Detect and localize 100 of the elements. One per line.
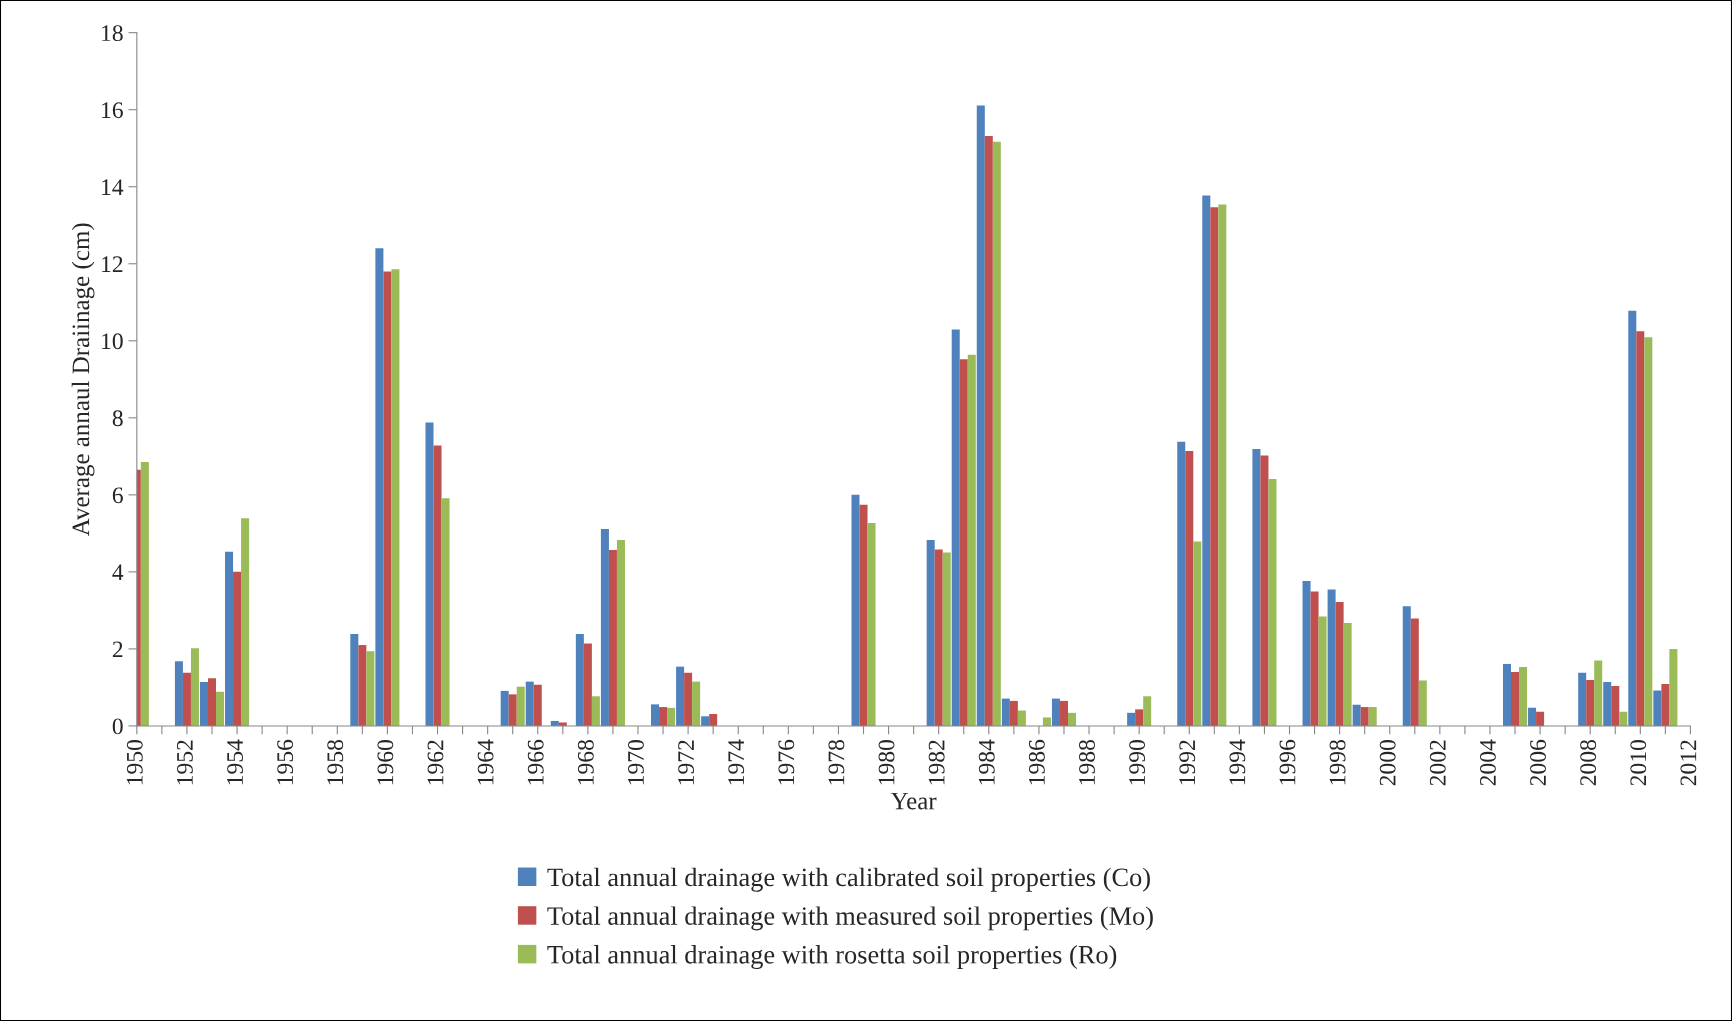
x-tick-label: 2000 xyxy=(1379,740,1396,786)
bar xyxy=(1644,337,1653,726)
bar xyxy=(190,648,199,726)
bar xyxy=(1042,717,1051,726)
bar xyxy=(1368,707,1377,726)
x-tick-label: 1972 xyxy=(678,740,695,785)
bar xyxy=(1418,680,1427,726)
bar xyxy=(926,539,935,726)
bar xyxy=(1218,204,1227,726)
bar xyxy=(1302,581,1311,726)
bar xyxy=(701,716,710,726)
y-tick-label: 6 xyxy=(112,487,123,504)
bar xyxy=(1009,700,1018,726)
bar xyxy=(1001,698,1010,726)
bar xyxy=(1653,690,1662,726)
y-tick-label: 2 xyxy=(112,641,123,658)
bar xyxy=(1352,704,1361,726)
bar xyxy=(1310,591,1319,726)
bar xyxy=(525,681,534,726)
bar xyxy=(1327,589,1336,726)
x-tick-label: 2004 xyxy=(1479,739,1496,786)
bar xyxy=(358,645,367,726)
x-tick-label: 2010 xyxy=(1630,740,1647,786)
x-tick-label: 1974 xyxy=(728,739,745,785)
x-tick-label: 2002 xyxy=(1429,740,1446,786)
bar xyxy=(1628,310,1637,726)
bar xyxy=(1578,672,1587,726)
bar xyxy=(1059,700,1068,726)
bar xyxy=(976,105,985,726)
bar xyxy=(1177,441,1186,726)
bar xyxy=(1619,711,1628,726)
x-tick-label: 1980 xyxy=(878,740,895,785)
x-tick-label: 1952 xyxy=(176,740,193,785)
bar xyxy=(575,633,584,726)
bar xyxy=(1402,606,1411,726)
bar xyxy=(709,713,718,726)
bar xyxy=(1360,707,1369,726)
bar xyxy=(1519,667,1528,726)
bar xyxy=(1210,207,1219,726)
bar xyxy=(391,269,400,726)
bar xyxy=(1260,455,1269,726)
bar xyxy=(433,445,442,726)
bar xyxy=(1335,601,1344,726)
y-tick-label: 8 xyxy=(112,410,123,427)
x-tick-label: 1968 xyxy=(577,740,594,785)
bar xyxy=(608,549,617,726)
bar xyxy=(500,690,509,726)
bar xyxy=(1067,712,1077,726)
bar xyxy=(1202,195,1211,726)
x-tick-label: 1984 xyxy=(978,739,995,785)
bar xyxy=(1343,623,1352,726)
y-axis-title: Average annaul Draiinage (cm) xyxy=(71,223,95,537)
bar xyxy=(934,549,943,726)
x-tick-label: 1966 xyxy=(527,739,544,785)
x-tick-label: 1982 xyxy=(928,740,945,785)
x-tick-label: 1996 xyxy=(1279,739,1296,785)
bar xyxy=(676,666,685,726)
bar xyxy=(659,707,668,726)
x-tick-label: 1976 xyxy=(778,739,795,785)
bar xyxy=(651,704,660,726)
legend-label: Total annual drainage with rosetta soil properties (Ro) xyxy=(547,945,1117,970)
bar xyxy=(441,498,450,726)
bar xyxy=(1636,331,1645,726)
x-tick-label: 1998 xyxy=(1329,740,1346,785)
bar xyxy=(1503,663,1512,726)
bar xyxy=(1017,710,1026,726)
bar xyxy=(667,707,676,726)
x-axis-title: Year xyxy=(890,792,937,810)
bar xyxy=(233,571,242,726)
bar xyxy=(692,681,701,726)
bar xyxy=(182,672,191,726)
x-tick-label: 1962 xyxy=(427,740,444,785)
bar xyxy=(350,633,359,726)
y-tick-label: 0 xyxy=(112,718,123,735)
legend-label: Total annual drainage with measured soil properties (Mo) xyxy=(547,906,1153,931)
bar xyxy=(1252,449,1261,726)
bar xyxy=(583,643,592,726)
bar xyxy=(1536,711,1545,726)
y-tick-label: 12 xyxy=(102,256,123,272)
x-tick-label: 1988 xyxy=(1079,740,1095,785)
bar xyxy=(516,686,525,726)
x-tick-label: 1954 xyxy=(227,739,243,785)
y-tick-label: 10 xyxy=(102,333,123,350)
bar xyxy=(1185,450,1194,726)
bar xyxy=(1268,479,1277,726)
x-tick-label: 1950 xyxy=(126,740,143,785)
bar xyxy=(684,672,693,726)
bar xyxy=(241,518,250,726)
x-tick-label: 1958 xyxy=(327,740,344,785)
y-tick-label: 18 xyxy=(102,25,123,42)
x-tick-label: 2008 xyxy=(1580,740,1597,786)
bar xyxy=(1661,683,1670,726)
bar xyxy=(533,684,542,726)
bar xyxy=(1594,660,1603,726)
bar xyxy=(225,551,234,726)
x-tick-label: 1964 xyxy=(477,739,494,785)
bar xyxy=(992,141,1001,726)
bar xyxy=(1410,618,1419,726)
bar xyxy=(616,539,625,726)
bar xyxy=(1669,648,1678,726)
